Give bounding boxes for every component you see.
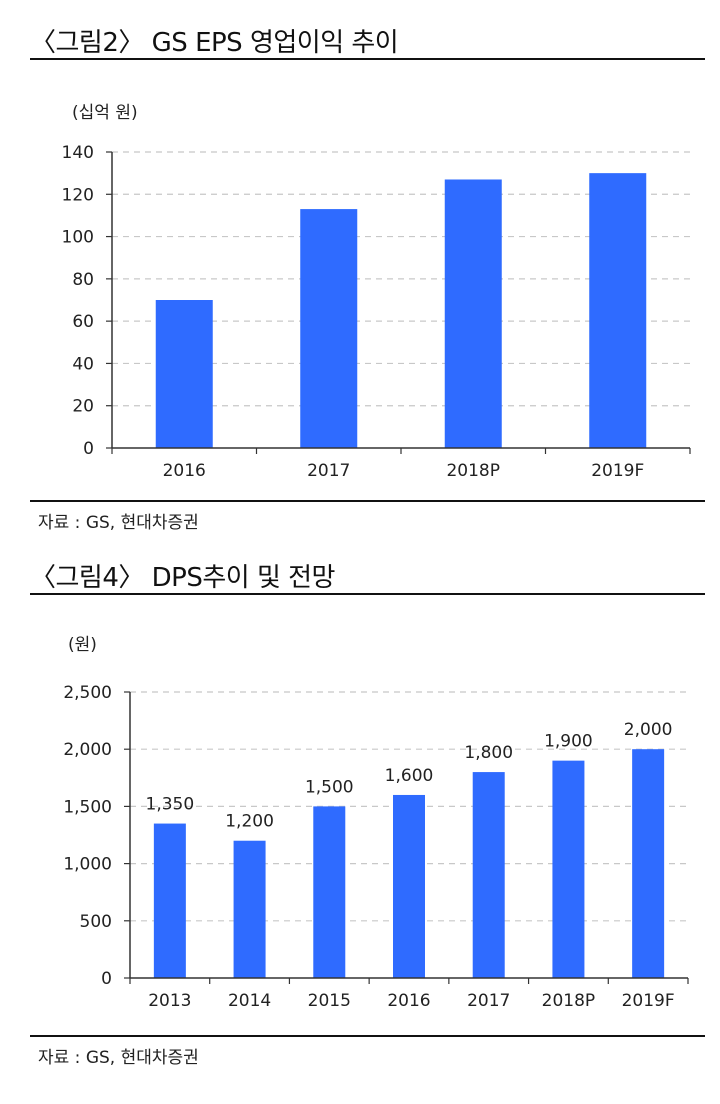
data-label: 1,800 bbox=[464, 743, 513, 763]
y-tick-label: 100 bbox=[62, 228, 94, 248]
x-tick-label: 2015 bbox=[308, 991, 351, 1011]
y-tick-label: 60 bbox=[72, 312, 94, 332]
y-tick-label: 500 bbox=[80, 912, 112, 932]
figure-title: 〈그림2〉 GS EPS 영업이익 추이 bbox=[30, 28, 399, 58]
x-tick-label: 2018P bbox=[446, 461, 500, 481]
bar bbox=[313, 806, 346, 978]
y-tick-label: 2,500 bbox=[63, 683, 112, 703]
bar bbox=[552, 760, 585, 978]
y-tick-label: 0 bbox=[101, 969, 112, 989]
source-note: 자료 : GS, 현대차증권 bbox=[38, 1048, 199, 1068]
bar bbox=[444, 179, 502, 448]
source-rule bbox=[30, 500, 705, 502]
data-label: 1,500 bbox=[305, 777, 354, 797]
bar bbox=[153, 823, 186, 978]
eps-bar-chart: 0 20 40 60 80 100 120 140 2016 2017 2018P 2019F bbox=[62, 143, 691, 481]
y-tick-label: 40 bbox=[72, 354, 94, 374]
y-tick-label: 1,500 bbox=[63, 797, 112, 817]
x-tick-label: 2018P bbox=[542, 991, 596, 1011]
x-tick-label: 2014 bbox=[228, 991, 271, 1011]
bar bbox=[155, 300, 213, 448]
x-tick-label: 2017 bbox=[467, 991, 510, 1011]
data-label: 1,200 bbox=[225, 812, 274, 832]
y-unit-label: (십억 원) bbox=[72, 103, 138, 123]
data-label: 1,350 bbox=[146, 795, 195, 815]
data-label: 1,900 bbox=[544, 732, 593, 752]
y-unit-label: (원) bbox=[68, 635, 97, 655]
bar bbox=[632, 749, 665, 978]
y-tick-label: 120 bbox=[62, 185, 94, 205]
x-tick-label: 2013 bbox=[148, 991, 191, 1011]
bar bbox=[233, 840, 266, 978]
y-tick-label: 1,000 bbox=[63, 855, 112, 875]
bar bbox=[393, 794, 425, 978]
x-tick-label: 2019F bbox=[591, 461, 644, 481]
figure-title: 〈그림4〉 DPS추이 및 전망 bbox=[30, 563, 335, 593]
bar bbox=[589, 173, 647, 448]
title-rule bbox=[30, 58, 705, 60]
bar bbox=[300, 209, 358, 448]
x-tick-label: 2019F bbox=[622, 991, 675, 1011]
data-label: 1,600 bbox=[385, 766, 434, 786]
bar bbox=[472, 772, 505, 978]
data-label: 2,000 bbox=[624, 720, 673, 740]
y-tick-label: 20 bbox=[72, 397, 94, 417]
y-tick-label: 140 bbox=[62, 143, 94, 163]
x-tick-label: 2016 bbox=[163, 461, 206, 481]
y-tick-label: 80 bbox=[72, 270, 94, 290]
source-rule bbox=[30, 1035, 705, 1037]
dps-bar-chart: 0 500 1,000 1,500 2,000 2,500 1,350 2013 1,200 20… bbox=[63, 683, 689, 1011]
title-rule bbox=[30, 593, 705, 595]
y-tick-label: 0 bbox=[83, 439, 94, 459]
y-tick-label: 2,000 bbox=[63, 740, 112, 760]
source-note: 자료 : GS, 현대차증권 bbox=[38, 513, 199, 533]
x-tick-label: 2016 bbox=[387, 991, 430, 1011]
x-tick-label: 2017 bbox=[307, 461, 350, 481]
